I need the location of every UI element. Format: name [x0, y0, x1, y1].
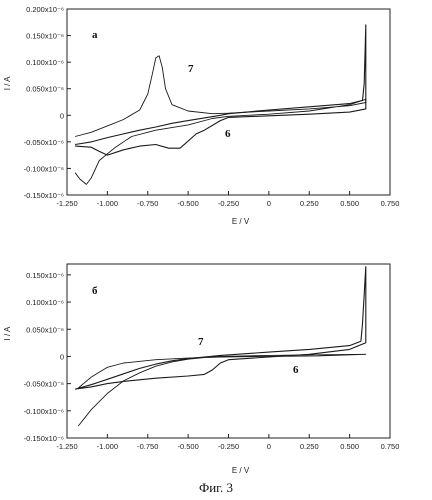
y-tick-label: 0.050x10⁻⁶: [26, 325, 64, 334]
y-axis-label: I / A: [3, 326, 12, 340]
plot-frame: [66, 263, 391, 439]
y-tick-label: 0.200x10⁻⁶: [26, 5, 64, 14]
x-tick-label: 0.750: [381, 442, 400, 451]
y-tick-label: -0.100x10⁻⁶: [24, 407, 64, 416]
y-tick-label: 0.100x10⁻⁶: [26, 58, 64, 67]
x-tick-label: -1.250: [56, 199, 77, 208]
y-tick-label: -0.050x10⁻⁶: [24, 380, 64, 389]
y-tick-label: 0: [60, 352, 64, 361]
curve-label: 7: [188, 63, 194, 75]
y-tick-label: -0.150x10⁻⁶: [24, 434, 64, 443]
series-line-6: [75, 24, 367, 156]
chart-panel-b: -1.250 -1.000 -0.750 -0.500 -0.250 0 0.250 0.50…: [3, 263, 400, 475]
x-tick-label: -0.500: [177, 199, 198, 208]
y-tick-label: -0.150x10⁻⁶: [24, 191, 64, 200]
y-tick-label: 0.150x10⁻⁶: [26, 271, 64, 280]
series-line-7: [74, 55, 367, 185]
y-tick-label: 0.150x10⁻⁶: [26, 32, 64, 41]
series-line-7: [77, 353, 367, 427]
y-tick-label: -0.050x10⁻⁶: [24, 138, 64, 147]
x-tick-label: -0.250: [218, 442, 239, 451]
x-tick-label: 0.500: [340, 442, 359, 451]
x-tick-label: 0.250: [300, 199, 319, 208]
x-tick-label: -0.750: [137, 442, 158, 451]
y-tick-label: 0: [60, 111, 64, 120]
x-tick-label: -1.250: [56, 442, 77, 451]
panel-letter: а: [92, 29, 98, 41]
x-tick-label: -0.500: [177, 442, 198, 451]
x-tick-label: 0: [267, 442, 271, 451]
x-tick-label: 0: [267, 199, 271, 208]
x-tick-label: -1.000: [97, 442, 118, 451]
y-axis-label: I / A: [3, 76, 12, 90]
x-tick-label: 0.500: [340, 199, 359, 208]
x-tick-label: -1.000: [97, 199, 118, 208]
panel-letter: б: [92, 285, 98, 297]
y-tick-label: 0.050x10⁻⁶: [26, 85, 64, 94]
x-tick-label: 0.750: [381, 199, 400, 208]
curve-label: 6: [293, 364, 299, 376]
curve-label: 7: [198, 336, 204, 348]
x-tick-label: -0.250: [218, 199, 239, 208]
x-axis-label: E / V: [232, 466, 250, 475]
x-axis-label: E / V: [232, 217, 250, 226]
figure-caption: Фиг. 3: [198, 480, 234, 495]
y-tick-label: -0.100x10⁻⁶: [24, 164, 64, 173]
series-line-6: [74, 266, 367, 390]
x-tick-label: -0.750: [137, 199, 158, 208]
x-tick-label: 0.250: [300, 442, 319, 451]
curve-label: 6: [225, 128, 231, 140]
y-tick-label: 0.100x10⁻⁶: [26, 298, 64, 307]
plot-frame: [66, 8, 391, 196]
chart-panel-a: -1.250 -1.000 -0.750 -0.500 -0.250 0 0.250 0.50…: [3, 5, 399, 226]
